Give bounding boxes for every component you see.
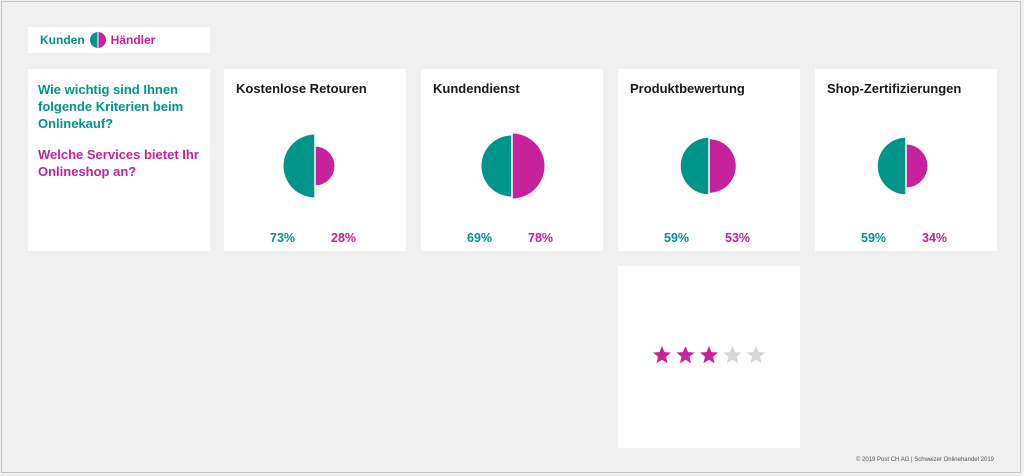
star-filled-icon xyxy=(676,346,695,364)
chart-title: Shop-Zertifizierungen xyxy=(827,81,962,96)
retailers-half-slice xyxy=(315,146,335,186)
question-card: Wie wichtig sind Ihnen folgende Kriterie… xyxy=(28,69,210,251)
legend-customers-label: Kunden xyxy=(40,33,85,47)
rating-card xyxy=(618,266,800,448)
retailers-value-label: 34% xyxy=(922,231,948,245)
legend: Kunden Händler xyxy=(28,27,210,53)
chart-title: Kostenlose Retouren xyxy=(236,81,367,96)
chart-title: Kundendienst xyxy=(433,81,520,96)
pie-chart xyxy=(877,137,928,195)
chart-card-1: Kundendienst 69% 78% xyxy=(421,69,603,251)
chart-title: Produktbewertung xyxy=(630,81,745,96)
customers-half-slice xyxy=(680,137,709,195)
star-empty-icon xyxy=(746,346,766,364)
chart-card-2: Produktbewertung 59% 53% xyxy=(618,69,800,251)
star-rating xyxy=(652,346,766,364)
retailers-half-slice xyxy=(709,139,736,193)
star-filled-icon xyxy=(652,346,672,364)
chart-card-3: Shop-Zertifizierungen 59% 34% xyxy=(815,69,997,251)
retailers-question: Welche Services bietet Ihr Onlineshop an… xyxy=(38,147,199,179)
retailers-half-slice xyxy=(906,144,928,188)
customers-value-label: 59% xyxy=(861,231,887,245)
customers-half-slice xyxy=(877,137,906,195)
customers-half-slice xyxy=(481,135,512,197)
retailers-value-label: 78% xyxy=(528,231,554,245)
retailers-value-label: 53% xyxy=(725,231,751,245)
pie-chart xyxy=(680,137,736,195)
customers-half-slice xyxy=(283,134,315,198)
chart-card-0: Kostenlose Retouren 73% 28% xyxy=(224,69,406,251)
customers-value-label: 59% xyxy=(664,231,690,245)
legend-retailers-label: Händler xyxy=(110,33,156,47)
legend-half-circle-icon xyxy=(89,32,106,48)
pie-chart xyxy=(283,134,335,198)
customers-value-label: 73% xyxy=(270,231,296,245)
star-filled-icon xyxy=(699,346,719,364)
retailers-half-slice xyxy=(512,133,545,199)
star-empty-icon xyxy=(723,346,742,364)
customers-value-label: 69% xyxy=(467,231,493,245)
retailers-value-label: 28% xyxy=(331,231,357,245)
pie-chart xyxy=(481,133,545,199)
customers-question: Wie wichtig sind Ihnen folgende Kriterie… xyxy=(38,82,184,131)
copyright-text: © 2019 Post CH AG | Schweizer Onlinehand… xyxy=(855,457,994,463)
